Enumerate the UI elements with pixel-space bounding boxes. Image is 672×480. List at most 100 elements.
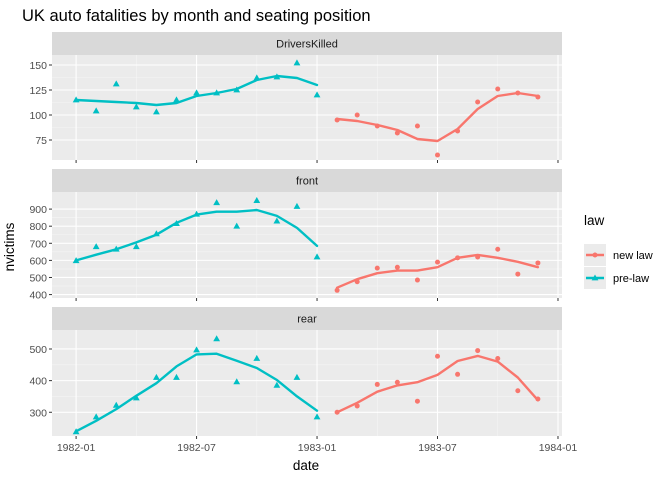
- legend: law new law pre-law: [584, 213, 653, 289]
- data-point-new-law: [515, 90, 521, 96]
- legend-key-marker: [591, 274, 599, 281]
- data-point-new-law: [334, 287, 340, 293]
- data-point-new-law: [495, 355, 501, 361]
- data-point-new-law: [354, 112, 360, 118]
- y-tick-label: 125: [29, 85, 47, 97]
- x-tick-label: 1982-01: [57, 442, 96, 454]
- y-tick-label: 400: [29, 290, 47, 302]
- y-tick-label: 700: [29, 238, 47, 250]
- data-point-new-law: [354, 403, 360, 409]
- data-point-pre-law: [233, 222, 241, 229]
- smooth-line-new-law: [335, 354, 540, 414]
- data-point-new-law: [515, 271, 521, 277]
- x-tick-label: 1983-07: [418, 442, 457, 454]
- data-point-pre-law: [193, 89, 200, 96]
- data-point-pre-law: [273, 381, 281, 388]
- data-point-pre-law: [173, 373, 180, 380]
- data-point-pre-law: [112, 401, 120, 408]
- y-tick-label: 600: [29, 255, 47, 267]
- y-tick-label: 300: [29, 407, 47, 419]
- x-axis-label: date: [293, 458, 319, 473]
- panels-group: DriversKilled 75 100 125 150 front 400 500 600 70…: [29, 32, 562, 436]
- data-point-pre-law: [92, 243, 100, 250]
- data-point-pre-law: [313, 413, 321, 420]
- data-point-pre-law: [233, 378, 241, 385]
- data-point-pre-law: [233, 86, 241, 93]
- data-point-new-law: [455, 371, 461, 377]
- data-point-pre-law: [72, 96, 80, 103]
- data-point-pre-law: [132, 243, 140, 250]
- smooth-line-pre-law: [74, 352, 319, 433]
- legend-item-label: new law: [613, 250, 653, 262]
- data-point-pre-law: [213, 89, 221, 96]
- panel-strip: [52, 32, 562, 55]
- data-point-new-law: [374, 265, 380, 271]
- data-point-pre-law: [112, 245, 120, 252]
- y-tick-label: 800: [29, 221, 47, 233]
- y-tick-label: 900: [29, 204, 47, 216]
- x-axis: 1982-01 1982-07 1983-01 1983-07 1984-01: [57, 160, 578, 454]
- data-point-new-law: [334, 117, 340, 123]
- panel-strip-label: front: [296, 176, 318, 188]
- data-point-new-law: [354, 279, 360, 285]
- chart-title: UK auto fatalities by month and seating …: [22, 7, 371, 25]
- data-point-pre-law: [173, 220, 180, 227]
- data-point-pre-law: [293, 202, 301, 209]
- data-point-pre-law: [293, 373, 301, 380]
- data-point-pre-law: [193, 346, 200, 353]
- data-point-new-law: [535, 396, 541, 402]
- x-tick-label: 1983-01: [298, 442, 337, 454]
- data-point-new-law: [435, 152, 441, 158]
- data-point-new-law: [435, 259, 441, 265]
- panel-front: front 400 500 600 700 800 900: [29, 169, 562, 302]
- y-tick-label: 75: [35, 135, 47, 147]
- panel-strip-label: rear: [297, 314, 317, 326]
- data-point-pre-law: [92, 107, 100, 114]
- data-point-new-law: [455, 128, 461, 134]
- data-point-new-law: [374, 123, 380, 129]
- data-point-pre-law: [72, 428, 80, 435]
- x-tick-label: 1984-01: [539, 442, 578, 454]
- data-point-pre-law: [213, 199, 221, 206]
- data-point-new-law: [495, 86, 501, 92]
- data-point-new-law: [394, 264, 400, 270]
- y-tick-label: 100: [29, 110, 47, 122]
- data-point-new-law: [414, 123, 420, 129]
- data-point-new-law: [435, 353, 441, 359]
- data-point-pre-law: [153, 373, 160, 380]
- y-tick-label: 150: [29, 60, 47, 72]
- data-point-new-law: [475, 99, 481, 105]
- data-point-new-law: [535, 260, 541, 266]
- data-point-pre-law: [253, 74, 261, 81]
- data-point-pre-law: [253, 354, 261, 361]
- panel-strip: [52, 169, 562, 192]
- data-point-pre-law: [112, 80, 120, 87]
- panel-strip-label: DriversKilled: [276, 39, 338, 51]
- x-tick-label: 1982-07: [177, 442, 216, 454]
- legend-key-marker: [592, 252, 598, 258]
- data-point-new-law: [475, 254, 481, 260]
- data-point-pre-law: [72, 257, 80, 264]
- data-point-new-law: [394, 379, 400, 385]
- legend-item-label: pre-law: [613, 273, 649, 285]
- data-point-pre-law: [253, 196, 261, 203]
- panel-background: [52, 330, 562, 436]
- y-tick-label: 500: [29, 344, 47, 356]
- data-point-pre-law: [193, 210, 200, 217]
- y-tick-label: 400: [29, 376, 47, 388]
- data-point-pre-law: [153, 230, 160, 237]
- data-point-new-law: [374, 381, 380, 387]
- panel-strip: [52, 307, 562, 330]
- y-tick-label: 500: [29, 272, 47, 284]
- data-point-pre-law: [92, 413, 100, 420]
- data-point-pre-law: [132, 394, 140, 401]
- data-point-new-law: [414, 398, 420, 404]
- data-point-new-law: [455, 255, 461, 261]
- data-point-pre-law: [273, 73, 281, 80]
- panel-background: [52, 55, 562, 160]
- data-point-pre-law: [153, 108, 160, 115]
- data-point-pre-law: [313, 91, 321, 98]
- legend-title: law: [584, 213, 605, 228]
- panel-driverskilled: DriversKilled 75 100 125 150: [29, 32, 562, 160]
